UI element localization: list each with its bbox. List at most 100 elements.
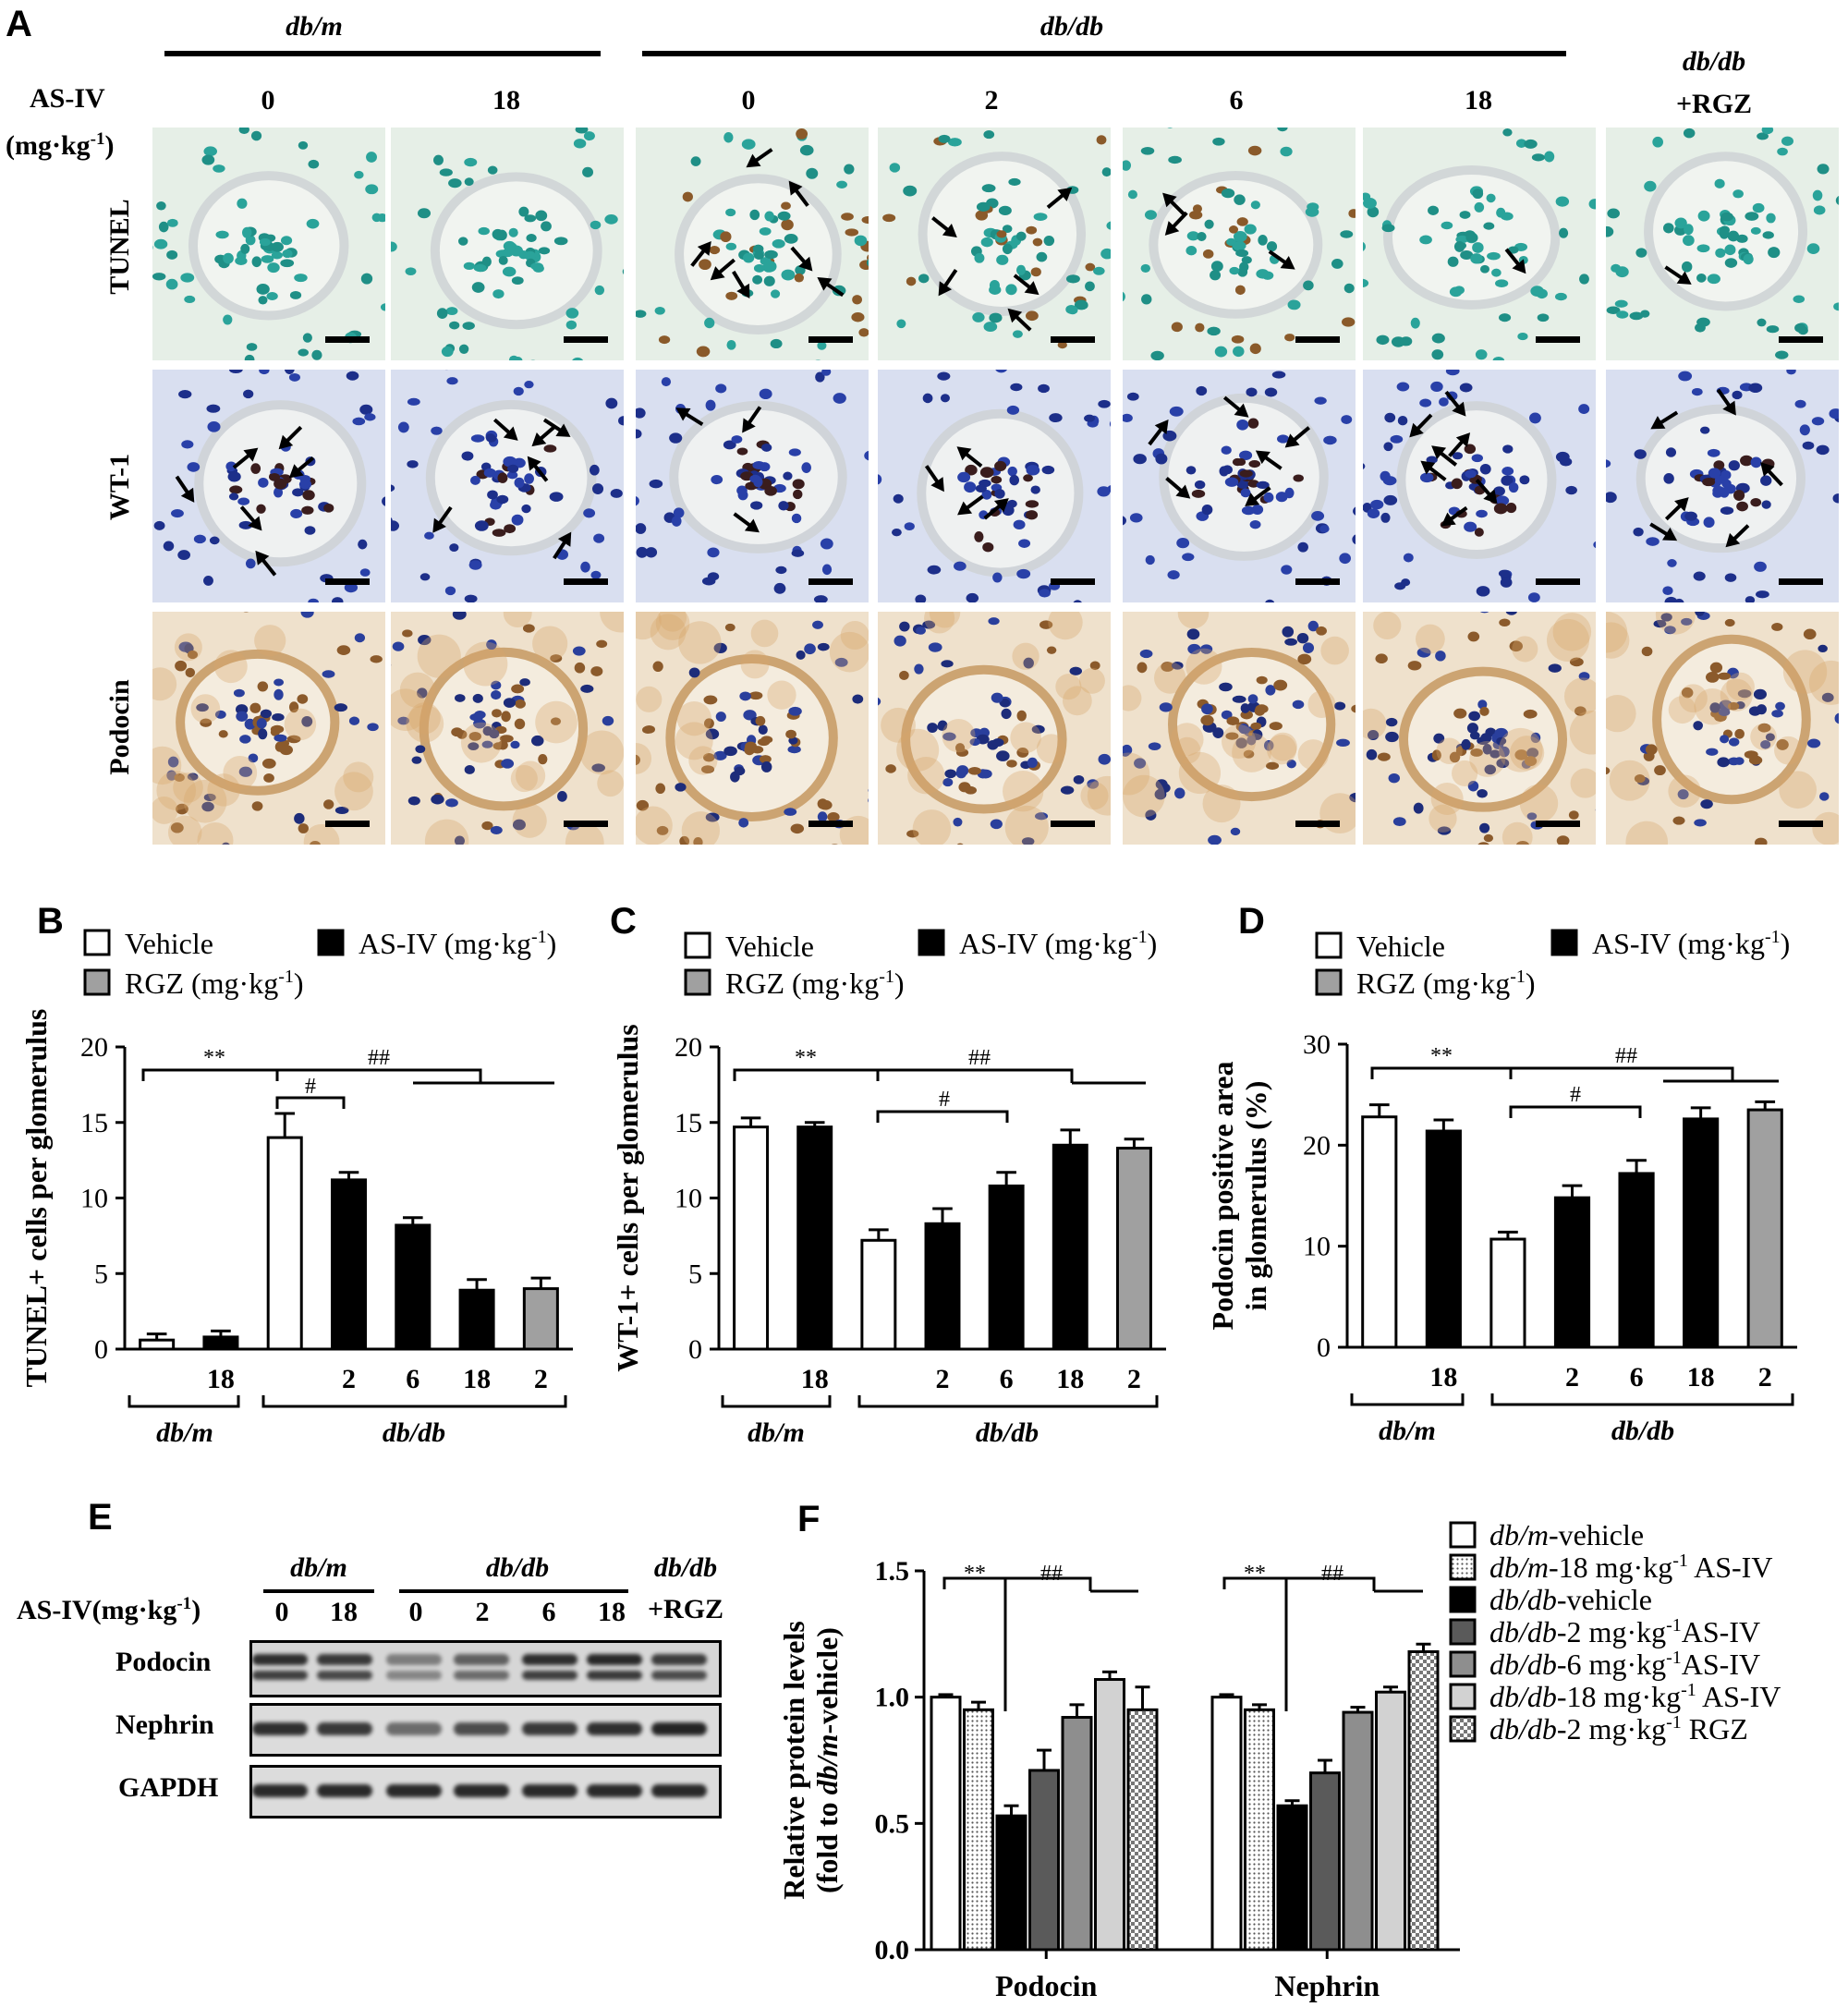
micrograph-wt1-6 [1606,370,1839,602]
sig-brackets-b [141,1068,554,1109]
bar [266,1136,303,1351]
e-dose-label-2: 0 [408,1597,423,1627]
blot-band [454,1722,509,1735]
blot-band [252,1654,308,1665]
blot-band [587,1654,642,1665]
bar [733,1125,770,1351]
scale-bar [1536,821,1580,827]
arrow-marker [542,418,571,437]
arrow-marker [1649,522,1678,541]
bar [395,1223,432,1351]
legend-f-label-1: db/m-18 mg·kg-1 AS-IV [1489,1551,1772,1584]
legend-f-label-4: db/db-6 mg·kg-1AS-IV [1489,1648,1760,1681]
micrograph-wt1-1-image [391,370,624,602]
bar [1489,1237,1526,1349]
scale-bar [808,578,853,585]
micrograph-podocin-6-image [1606,612,1839,845]
scale-bar [1536,336,1580,343]
bar [1276,1804,1308,1952]
micrograph-wt1-4 [1123,370,1356,602]
arrow-marker [957,494,984,516]
y-tick-label: 0 [1317,1332,1331,1363]
y-tick-label: 30 [1303,1029,1331,1060]
bar [1425,1129,1462,1349]
legend-c-rgz: RGZ (mg·kg-1) [725,967,905,1000]
arrow-marker [746,148,773,168]
e-asiv-label: AS-IV(mg·kg-1) [17,1594,201,1625]
y-axis-label: TUNEL+ cells per glomerulus [19,1009,53,1388]
y-tick-label: 0 [688,1334,702,1365]
x-tick-label: 18 [1429,1362,1457,1393]
arrow-marker [1013,274,1040,296]
legend-f-swatch-0 [1449,1521,1477,1549]
arrow-marker [1760,462,1783,487]
sig-brackets-c [733,1068,1146,1123]
sig-brackets-f [942,1576,1423,1711]
arrow-marker [675,407,704,427]
bar [1683,1117,1720,1349]
y-tick-label: 15 [80,1108,108,1138]
arrow-marker [1148,420,1169,446]
arrow-marker [732,270,750,298]
arrow-marker [690,240,711,267]
blot-band [252,1671,308,1680]
bar [1126,1708,1159,1952]
bar [1618,1172,1655,1349]
scale-bar [1295,821,1340,827]
blot-band [651,1671,707,1680]
scale-bar [1051,336,1095,343]
bar [1028,1769,1060,1952]
scale-bar [1779,578,1823,585]
e-dose-label-0: 0 [274,1597,289,1627]
micrograph-tunel-3-image [882,129,1111,349]
blot-nephrin [249,1703,722,1757]
chart-d: 0 10 20 30 18 2 6 18 2 Podocin positive area in gl… [1206,1029,1797,1393]
dose-label-3: 2 [984,85,999,116]
bar [522,1287,559,1351]
blot-podocin [249,1640,722,1697]
sig-c-inner: # [939,1088,950,1112]
x-tick-label: Podocin [995,1969,1097,2002]
legend-f-swatch-3 [1449,1618,1477,1646]
x-tick-label: 6 [1000,1364,1014,1394]
y-axis-label: WT-1+ cells per glomerulus [611,1024,644,1371]
sig-f-left-1: ** [964,1562,986,1586]
group-line-dbdb [642,51,1566,56]
arrow-marker [983,498,1009,520]
arrow-marker [1431,445,1458,467]
micrograph-podocin-4-image [1123,612,1356,845]
bar [860,1238,897,1351]
sig-c-right: ## [968,1046,991,1070]
group-label-rgz-2: +RGZ [1675,89,1753,119]
arrow-marker [931,216,957,238]
blot-band [252,1784,308,1797]
scale-bar [564,578,608,585]
sig-f-left-2: ** [1244,1562,1266,1586]
x-tick-label: 18 [1687,1362,1715,1393]
legend-f-swatch-6 [1449,1715,1477,1743]
bar [1061,1716,1093,1952]
bar [1244,1708,1275,1952]
y-tick-label: 1.0 [875,1683,910,1713]
x-tick-label: 6 [406,1364,419,1394]
x-tick-label: 2 [342,1364,356,1394]
scale-bar [1051,821,1095,827]
arrow-marker [527,456,549,482]
bar [1115,1147,1152,1351]
row-label-wt1: WT-1 [104,453,135,521]
blot-band [454,1784,509,1797]
x-tick-label: 6 [1630,1362,1644,1393]
chart-b: 0 5 10 15 20 18 2 6 18 2 TUNEL+ cells per glomerul… [19,1009,573,1394]
scale-bar [1779,336,1823,343]
legend-d-vehicle: Vehicle [1356,930,1445,963]
blot-band [386,1671,442,1680]
arrow-marker [255,550,277,577]
bar [796,1125,833,1351]
y-tick-label: 20 [80,1032,108,1063]
e-group-rgz-1: db/db [653,1552,718,1583]
arrow-marker [1046,187,1073,209]
legend-f-swatch-2 [1449,1586,1477,1613]
legend-f-swatch-4 [1449,1650,1477,1678]
arrow-marker [1448,432,1471,457]
y-axis-label-line2: in glomerulus (%) [1239,1081,1272,1311]
